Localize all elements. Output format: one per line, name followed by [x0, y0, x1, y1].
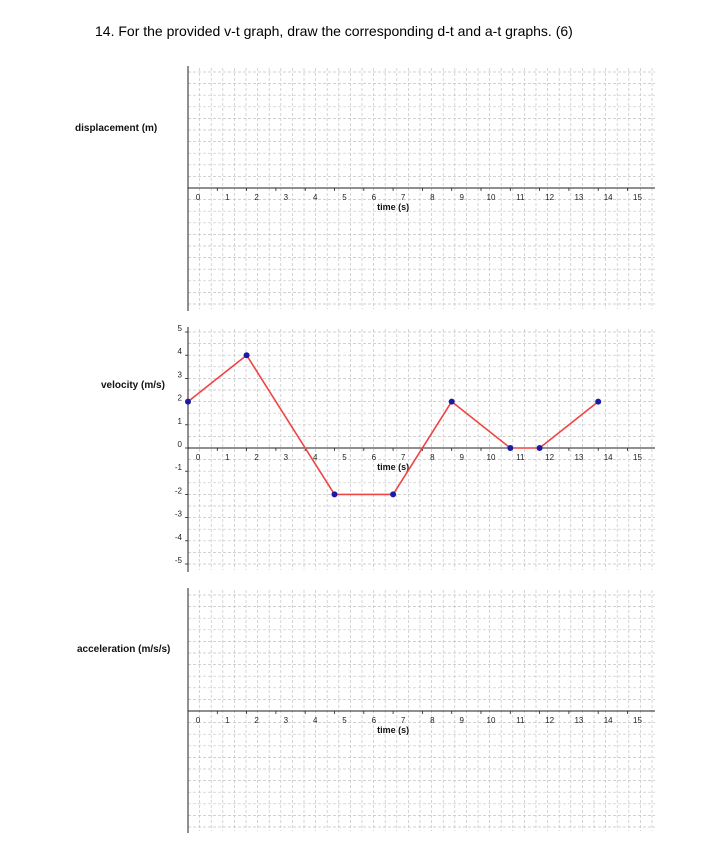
velocity-x-tick-label: 13	[574, 453, 583, 462]
acceleration-x-tick-label: 6	[372, 716, 377, 725]
velocity-x-tick-label: 1	[225, 453, 230, 462]
velocity-x-tick-label: 2	[254, 453, 259, 462]
velocity-x-tick-label: 5	[342, 453, 347, 462]
question-text: 14. For the provided v-t graph, draw the…	[95, 23, 573, 39]
acceleration-x-tick-label: 12	[545, 716, 554, 725]
acceleration-x-tick-label: 13	[574, 716, 583, 725]
velocity-y-tick-label: 0	[178, 440, 183, 449]
displacement-x-tick-label: 12	[545, 193, 554, 202]
acceleration-x-tick-label: 10	[487, 716, 496, 725]
displacement-x-axis-title: time (s)	[377, 202, 409, 212]
displacement-x-tick-label: 5	[342, 193, 347, 202]
displacement-x-tick-label: 14	[604, 193, 613, 202]
displacement-x-tick-label: 0	[196, 193, 201, 202]
displacement-axis-label: displacement (m)	[75, 123, 158, 134]
acceleration-x-tick-label: 4	[313, 716, 318, 725]
velocity-x-tick-label: 4	[313, 453, 318, 462]
velocity-axis-label: velocity (m/s)	[101, 380, 165, 391]
velocity-line-segment	[451, 400, 511, 449]
displacement-x-tick-label: 10	[487, 193, 496, 202]
velocity-y-tick-label: -1	[175, 463, 183, 472]
displacement-x-tick-label: 11	[516, 193, 525, 202]
velocity-data-point	[595, 398, 602, 405]
velocity-x-tick-label: 3	[284, 453, 289, 462]
displacement-x-tick-label: 1	[225, 193, 230, 202]
displacement-x-tick-label: 8	[430, 193, 435, 202]
velocity-y-tick-label: 1	[178, 417, 183, 426]
velocity-y-tick-label: 3	[178, 370, 183, 379]
displacement-x-tick-label: 4	[313, 193, 318, 202]
velocity-y-tick-label: 5	[178, 324, 183, 333]
velocity-y-tick-label: -5	[175, 556, 183, 565]
acceleration-x-tick-label: 14	[604, 716, 613, 725]
acceleration-x-tick-label: 5	[342, 716, 347, 725]
acceleration-x-tick-label: 1	[225, 716, 230, 725]
velocity-y-tick-label: 4	[178, 347, 183, 356]
acceleration-x-tick-label: 3	[284, 716, 289, 725]
acceleration-x-tick-label: 8	[430, 716, 435, 725]
velocity-y-tick-label: 2	[178, 394, 183, 403]
velocity-data-point	[448, 398, 455, 405]
acceleration-x-tick-label: 15	[633, 716, 642, 725]
velocity-x-tick-label: 8	[430, 453, 435, 462]
displacement-x-tick-label: 13	[574, 193, 583, 202]
velocity-y-tick-label: -2	[175, 486, 183, 495]
acceleration-axis-label: acceleration (m/s/s)	[77, 644, 171, 655]
acceleration-x-tick-label: 2	[254, 716, 259, 725]
velocity-x-tick-label: 15	[633, 453, 642, 462]
velocity-data-point	[390, 491, 397, 498]
displacement-x-tick-label: 6	[372, 193, 377, 202]
displacement-x-tick-label: 7	[401, 193, 406, 202]
displacement-x-tick-label: 2	[254, 193, 259, 202]
velocity-x-tick-label: 7	[401, 453, 406, 462]
velocity-data-point	[331, 491, 338, 498]
acceleration-x-tick-label: 9	[459, 716, 464, 725]
velocity-x-tick-label: 14	[604, 453, 613, 462]
velocity-y-tick-label: -3	[175, 510, 183, 519]
velocity-line-segment	[245, 354, 336, 495]
velocity-x-tick-label: 0	[196, 453, 201, 462]
velocity-x-axis-title: time (s)	[377, 462, 409, 472]
acceleration-x-axis-title: time (s)	[377, 725, 409, 735]
velocity-line-segment	[539, 400, 599, 449]
displacement-x-tick-label: 3	[284, 193, 289, 202]
velocity-y-tick-label: -4	[175, 533, 183, 542]
displacement-x-tick-label: 9	[459, 193, 464, 202]
velocity-x-tick-label: 11	[516, 453, 525, 462]
velocity-x-tick-label: 10	[487, 453, 496, 462]
velocity-data-point	[536, 445, 543, 451]
velocity-data-point	[507, 445, 514, 451]
displacement-x-tick-label: 15	[633, 193, 642, 202]
velocity-x-tick-label: 12	[545, 453, 554, 462]
velocity-x-tick-label: 9	[459, 453, 464, 462]
velocity-line-segment	[187, 354, 248, 403]
velocity-data-point	[185, 398, 191, 405]
velocity-x-tick-label: 6	[372, 453, 377, 462]
acceleration-x-tick-label: 11	[516, 716, 525, 725]
acceleration-x-tick-label: 7	[401, 716, 406, 725]
velocity-data-point	[243, 352, 250, 359]
velocity-line-segment	[392, 401, 453, 495]
acceleration-x-tick-label: 0	[196, 716, 201, 725]
